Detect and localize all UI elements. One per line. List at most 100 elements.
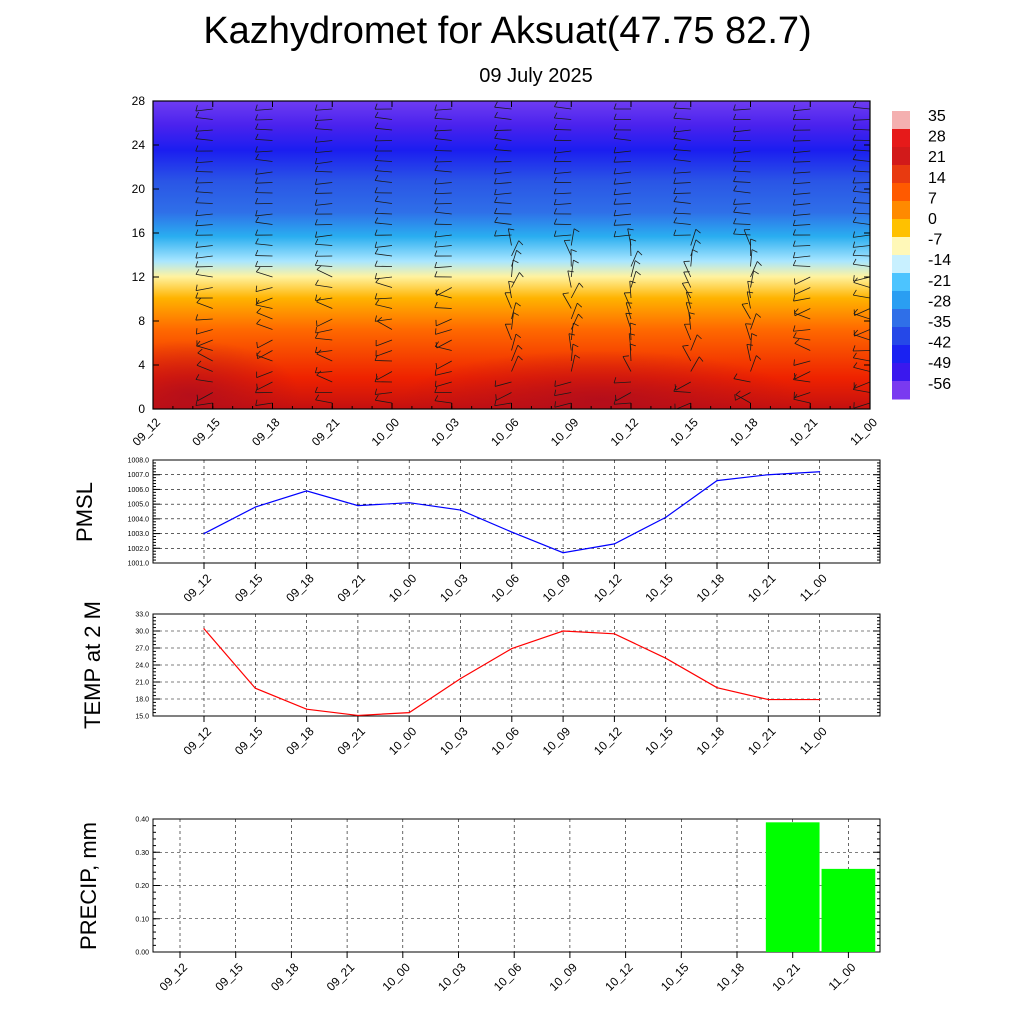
wind-barb-feather (494, 156, 497, 163)
x-tick-label: 10_18 (694, 724, 728, 758)
wind-barb-feather (750, 238, 757, 242)
data-point (408, 502, 410, 504)
wind-barb-feather (434, 156, 438, 163)
wind-barb-shaft (434, 129, 452, 132)
wind-barb-shaft (494, 129, 512, 131)
wind-barb-shaft (630, 250, 639, 267)
wind-barb-feather (630, 322, 636, 326)
wind-barb-shaft (375, 392, 393, 395)
y-axis-title: PMSL (72, 482, 97, 542)
y-tick-label: 30.0 (135, 629, 149, 636)
wind-barb-feather (255, 229, 258, 236)
wind-barb-shaft (853, 263, 870, 267)
wind-barb-feather (733, 104, 736, 111)
wind-barb-shaft (853, 334, 870, 341)
wind-barb-feather (435, 363, 438, 370)
wind-barb-shaft (508, 281, 512, 299)
wind-barb-shaft (793, 245, 811, 247)
wind-barb-feather (747, 280, 754, 283)
wind-barb-shaft (793, 297, 811, 302)
wind-barb-feather (136, 348, 137, 354)
wind-barb-feather (494, 216, 498, 223)
wind-barb-feather (434, 395, 439, 401)
colorbar-label: 35 (928, 108, 946, 125)
wind-barb-feather (852, 134, 856, 141)
wind-barb-feather (374, 388, 378, 395)
wind-barb-shaft (623, 292, 632, 309)
wind-barb-feather (494, 188, 497, 195)
x-tick-label: 10_09 (540, 724, 574, 758)
colorbar-swatch (892, 111, 910, 130)
wind-barb-feather (733, 155, 737, 162)
wind-barb-shaft (255, 213, 273, 217)
panel-frame (152, 459, 881, 564)
wind-barb-shaft (195, 117, 213, 120)
wind-barb-shaft (793, 255, 811, 259)
wind-barb-feather (255, 249, 259, 256)
wind-barb-feather (568, 333, 575, 336)
wind-barb-feather (434, 261, 437, 268)
wind-barb-feather (519, 272, 524, 278)
colorbar-swatch (892, 129, 910, 148)
wind-barb-feather (573, 259, 579, 264)
wind-barb-shaft (570, 354, 576, 372)
wind-barb-shaft (793, 265, 811, 267)
wind-barb-shaft (316, 374, 333, 383)
wind-barb-feather (613, 188, 617, 195)
wind-barb-feather (613, 113, 617, 120)
wind-barb-feather (435, 380, 437, 387)
wind-barb-shaft (733, 129, 751, 133)
wind-barb-feather (434, 187, 438, 194)
wind-barb-feather (553, 230, 557, 237)
wind-barb-shaft (793, 182, 811, 185)
wind-barb-feather (195, 252, 198, 259)
wind-barb-feather (316, 265, 322, 270)
wind-barb-shaft (854, 308, 870, 316)
wind-barb-shaft (195, 191, 213, 194)
x-tick-label: 10_06 (488, 571, 522, 605)
wind-barb-feather (733, 228, 737, 235)
wind-barb-shaft (316, 301, 333, 309)
wind-barb-shaft (434, 211, 452, 215)
wind-barb-feather (622, 355, 629, 357)
wind-barb-feather (613, 209, 617, 216)
wind-barb-shaft (750, 313, 757, 330)
wind-barb-shaft (375, 399, 393, 404)
wind-barb-feather (434, 341, 439, 347)
wind-barb-shaft (494, 402, 512, 407)
wind-barb-shaft (315, 150, 333, 153)
x-tick-label: 10_03 (437, 571, 471, 605)
wind-barb-feather (613, 147, 617, 154)
wind-barb-feather (630, 238, 637, 242)
y-tick-label: 33.0 (135, 612, 149, 619)
wind-barb-shaft (629, 281, 632, 299)
wind-barb-shaft (673, 390, 691, 393)
wind-barb-feather (136, 379, 137, 385)
data-point (408, 712, 410, 714)
wind-barb-shaft (195, 402, 213, 406)
wind-barb-shaft (743, 229, 751, 246)
y-tick-label: 1006.0 (128, 487, 150, 494)
wind-barb-feather (195, 186, 199, 192)
wind-barb-shaft (629, 344, 632, 362)
wind-barb-feather (673, 102, 677, 109)
wind-barb-feather (553, 167, 557, 174)
wind-barb-shaft (315, 182, 333, 185)
data-point (819, 698, 821, 701)
wind-barb-feather (315, 394, 320, 401)
wind-barb-shaft (197, 392, 213, 401)
wind-barb-feather (698, 356, 704, 362)
colorbar-swatch (892, 147, 910, 166)
wind-barb-shaft (511, 333, 517, 351)
wind-barb-shaft (375, 116, 393, 120)
wind-barb-shaft (153, 350, 154, 351)
wind-barb-feather (494, 178, 497, 184)
pmsl-panel: 1001.0 1002.0 1003.0 1004.0 1005.0 1006.0 1007… (72, 458, 881, 605)
wind-barb-shaft (195, 273, 213, 278)
y-tick-label: 27.0 (135, 646, 149, 653)
wind-barb-feather (792, 104, 796, 111)
y-tick-label: 16 (132, 226, 146, 240)
precip-panel: 0.00 0.10 0.20 0.30 0.40 09_12 09_15 09_18 09_21… (76, 817, 881, 994)
wind-barb-feather (629, 333, 636, 336)
wind-barb-feather (315, 279, 319, 286)
